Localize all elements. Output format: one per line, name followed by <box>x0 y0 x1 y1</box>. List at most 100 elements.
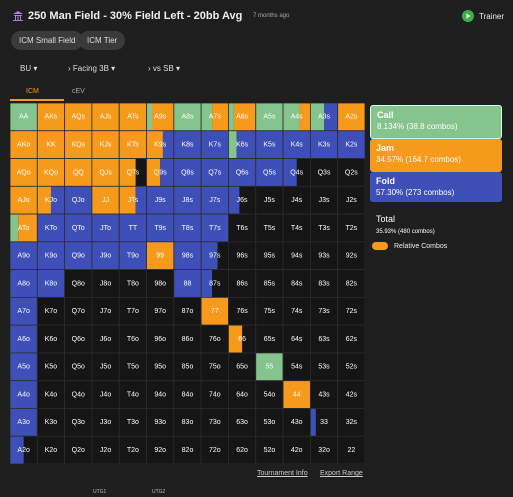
cell <box>337 241 365 270</box>
tab-underline <box>10 99 64 101</box>
bank-icon <box>13 11 23 21</box>
cell <box>337 269 365 298</box>
hand-label: T9s <box>154 225 166 232</box>
cell <box>173 436 202 464</box>
cell <box>119 408 147 437</box>
play-icon[interactable] <box>462 10 474 22</box>
cell <box>283 269 311 298</box>
cell <box>119 325 147 353</box>
hand-label: T4o <box>127 391 139 398</box>
hand-label: 86o <box>182 336 194 343</box>
cell <box>37 380 65 409</box>
hand-label: 43s <box>318 391 330 398</box>
hand-label: 83o <box>182 419 194 426</box>
mix-segment <box>10 352 38 381</box>
hand-label: 83s <box>318 280 330 287</box>
mix-segment <box>10 103 38 131</box>
hand-label: J3s <box>319 197 330 204</box>
mix-segment <box>283 130 311 159</box>
cell <box>119 297 147 326</box>
cell <box>337 436 365 464</box>
cell <box>37 325 65 353</box>
hand-label: A9o <box>17 253 30 260</box>
trainer-link[interactable]: Trainer <box>479 12 505 21</box>
hand-label: 52s <box>346 364 358 371</box>
cell <box>337 186 365 215</box>
cell <box>310 325 338 353</box>
hand-label: 93o <box>154 419 166 426</box>
hand-label: JTs <box>128 197 139 204</box>
hand-label: A3s <box>318 114 331 121</box>
hand-label: 85o <box>182 364 194 371</box>
hand-label: T2s <box>346 225 358 232</box>
legend-fold[interactable]: Fold 57.30% (273 combos) <box>370 172 502 202</box>
nav-label: vs SB <box>152 64 174 73</box>
legend-detail: 34.57% (164.7 combos) <box>376 155 461 164</box>
hand-label: Q2s <box>345 169 358 176</box>
toggle[interactable] <box>372 242 388 250</box>
hand-label: 55 <box>266 364 274 371</box>
hand-label: JJ <box>102 197 109 204</box>
mix-segment <box>162 130 174 159</box>
mix-segment <box>324 103 338 131</box>
range-grid: AA AKs AQs AJs ATs A9s A8s A7s A6s A5s A4s A3s A2s AK… <box>10 103 365 464</box>
hand-label: A4s <box>291 114 304 121</box>
villain-select[interactable]: › vs SB ▾ <box>148 64 181 73</box>
mix-segment <box>37 158 65 187</box>
hand-label: Q5s <box>263 169 276 176</box>
mix-segment <box>236 130 256 159</box>
hand-label: QJo <box>72 197 85 204</box>
hand-label: 53s <box>318 364 330 371</box>
cell <box>255 269 284 298</box>
hand-label: KJo <box>45 197 57 204</box>
legend-jam[interactable]: Jam 34.57% (164.7 combos) <box>370 139 502 172</box>
hand-label: J4s <box>291 197 302 204</box>
tab-button[interactable]: ICM Small Field <box>11 31 84 50</box>
cell <box>337 297 365 326</box>
action-select[interactable]: › Facing 3B ▾ <box>68 64 116 73</box>
cell <box>64 297 92 326</box>
cell <box>228 352 256 381</box>
hand-label: J5o <box>100 364 111 371</box>
hand-label: J6o <box>100 336 111 343</box>
hand-label: A7s <box>209 114 222 121</box>
tab-button[interactable]: ICM Tier <box>79 31 126 50</box>
hand-label: T5o <box>127 364 139 371</box>
mix-segment <box>119 214 147 242</box>
hand-label: AKo <box>17 141 30 148</box>
cell <box>119 380 147 409</box>
hand-label: Q2o <box>72 447 85 454</box>
link[interactable]: Tournament Info <box>257 470 308 477</box>
mix-segment <box>173 269 202 298</box>
hand-label: 53o <box>264 419 276 426</box>
cell <box>146 269 174 298</box>
position-select[interactable]: BU ▾ <box>20 64 38 73</box>
mix-segment <box>37 214 65 242</box>
mix-segment <box>10 297 38 326</box>
mix-segment <box>228 325 243 353</box>
hand-label: 97o <box>154 308 166 315</box>
cell <box>146 325 174 353</box>
mix-segment <box>135 186 147 215</box>
mix-segment <box>91 241 120 270</box>
mix-segment <box>37 186 51 215</box>
hand-label: 64s <box>291 336 303 343</box>
hand-label: 82s <box>346 280 358 287</box>
hand-label: 54o <box>264 391 276 398</box>
tab[interactable]: cEV <box>72 88 85 95</box>
cell <box>228 297 256 326</box>
hand-label: J8o <box>100 280 111 287</box>
hand-label: 32o <box>318 447 330 454</box>
mix-segment <box>201 186 229 215</box>
hand-label: 73o <box>209 419 221 426</box>
tab-active[interactable]: ICM <box>26 88 39 95</box>
link[interactable]: Export Range <box>320 470 363 477</box>
cell <box>201 325 229 353</box>
mix-segment <box>233 103 256 131</box>
hand-label: Q8s <box>181 169 194 176</box>
cell <box>201 352 229 381</box>
legend-call[interactable]: Call 8.134% (38.8 combos) <box>370 105 502 139</box>
mix-segment <box>146 130 163 159</box>
hand-label: KK <box>46 141 56 148</box>
hand-label: J9s <box>155 197 166 204</box>
